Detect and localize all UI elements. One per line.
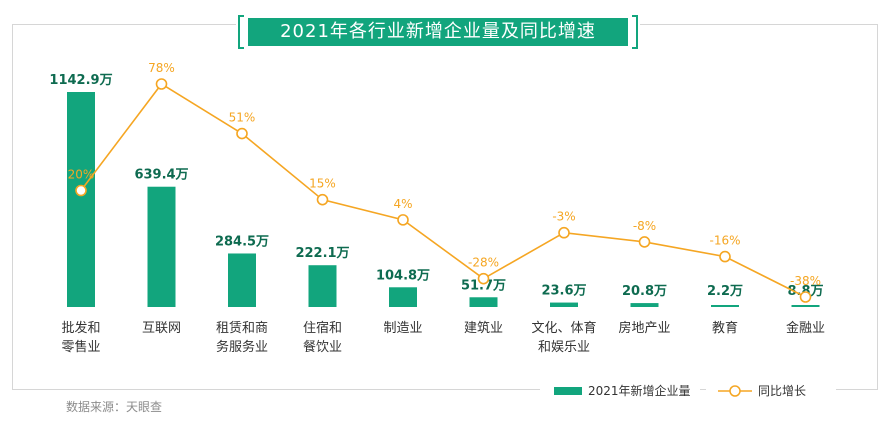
line-labels: 20% 78% 51% 15% 4% -28% -3% -8% -16% -38% [68,61,821,288]
growth-value-label: -8% [633,219,656,233]
x-tick-label: 建筑业 [464,320,503,336]
growth-line [80,82,806,298]
bar [147,186,176,307]
x-tick-label: 教育 [712,320,738,336]
growth-value-label: -38% [790,274,821,288]
bar [469,297,498,307]
bar-value-label: 20.8万 [622,284,667,299]
legend-item-bar: 2021年新增企业量 [540,376,700,404]
bar [308,265,337,307]
title-bracket-right [632,15,638,49]
bar-labels: 1142.9万 639.4万 284.5万 222.1万 104.8万 51.7万 23.6… [49,73,823,299]
data-source-note: 数据来源：天眼查 [66,400,163,414]
bar [389,287,417,307]
growth-value-label: 78% [148,61,175,75]
legend-line-marker [718,385,752,397]
bar [67,92,95,307]
bar [630,303,659,307]
x-tick-label: 务服务业 [216,339,268,355]
x-tick-label: 房地产业 [618,320,670,336]
bar [228,253,256,307]
bar-value-label: 284.5万 [215,234,269,249]
x-tick-label: 住宿和 [303,320,342,336]
x-tick-label: 和娱乐业 [538,340,590,355]
growth-point [799,291,812,303]
legend-line-label: 同比增长 [758,384,807,398]
growth-point [236,127,248,140]
bar-value-label: 222.1万 [295,246,349,261]
chart-title: 2021年各行业新增企业量及同比增速 [248,18,628,46]
x-tick-label: 餐饮业 [303,339,342,355]
legend-bar-swatch [554,387,582,395]
growth-value-label: -28% [468,256,499,270]
growth-point [397,214,409,226]
bar [791,305,820,307]
bar-value-label: 2.2万 [707,284,743,299]
bar-series [67,92,820,307]
bar [711,305,739,307]
growth-point [316,193,329,206]
bar [550,302,578,307]
x-tick-label: 金融业 [786,320,825,336]
legend-item-line: 同比增长 [706,376,836,404]
x-tick-label: 制造业 [383,321,422,336]
growth-value-label: 20% [68,168,95,182]
growth-value-label: -3% [552,210,575,224]
x-tick-label: 租赁和商 [216,321,268,336]
line-series [75,78,812,303]
growth-point [638,236,651,248]
growth-point [477,272,490,285]
x-tick-label: 文化、体育 [531,320,596,336]
bar-value-label: 639.4万 [134,168,188,183]
bar-value-label: 23.6万 [541,284,586,299]
growth-point [155,78,168,90]
bar-value-label: 104.8万 [376,268,430,283]
chart-title-block: 2021年各行业新增企业量及同比增速 [236,12,640,52]
growth-value-label: 15% [309,177,336,191]
legend-bar-label: 2021年新增企业量 [588,384,691,398]
growth-value-label: 51% [229,111,256,125]
bar-value-label: 51.7万 [461,278,506,293]
x-tick-label: 互联网 [142,321,181,336]
growth-point [558,226,570,239]
x-tick-label: 批发和 [61,320,100,336]
growth-point [719,250,731,263]
x-tick-label: 零售业 [61,339,100,355]
bar-value-label: 1142.9万 [49,73,112,88]
growth-point [75,184,87,197]
growth-value-label: -16% [709,234,740,248]
growth-value-label: 4% [393,197,412,211]
title-bracket-left [238,15,244,49]
